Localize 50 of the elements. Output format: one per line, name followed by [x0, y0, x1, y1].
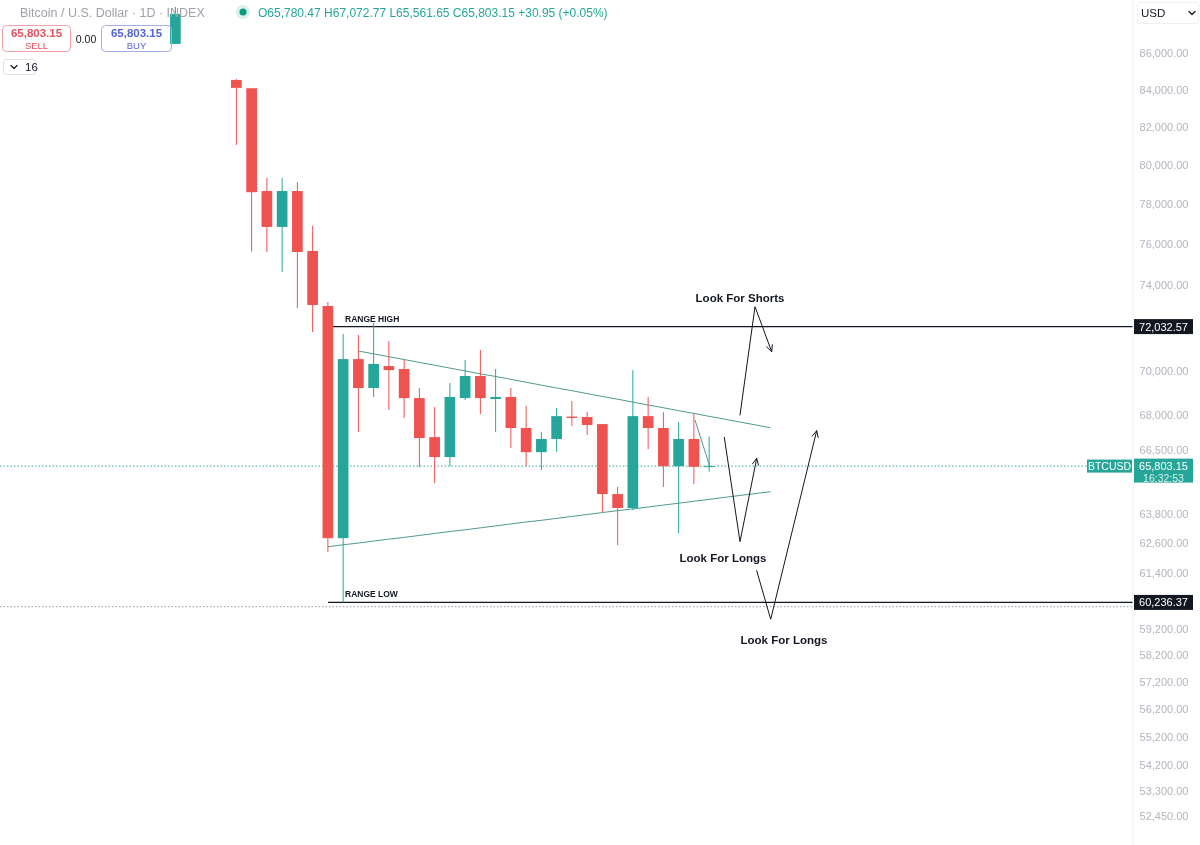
text: 16:32:53: [1143, 472, 1185, 484]
candlestick: [231, 78, 242, 146]
y-tick-label: 84,000.00: [1139, 83, 1189, 96]
line-series: [357, 350, 771, 429]
annotation: SELL: [24, 40, 49, 51]
y-tick-label: 57,200.00: [1139, 676, 1189, 689]
annotation: Look For Longs: [679, 552, 767, 564]
y-tick-label: 76,000.00: [1139, 237, 1189, 250]
y-tick-label: 63,800.00: [1139, 507, 1189, 520]
y-tick-label: 80,000.00: [1139, 158, 1189, 171]
y-tick-label: 86,000.00: [1139, 47, 1189, 60]
candlestick: [490, 368, 501, 433]
candlestick: [429, 406, 440, 484]
annotation: BUY: [126, 40, 147, 51]
y-tick-label: 68,000.00: [1139, 409, 1189, 422]
y-tick-label: 58,200.00: [1139, 649, 1189, 662]
y-tick-label: 56,200.00: [1139, 703, 1189, 716]
y-tick-label: 55,200.00: [1139, 731, 1189, 744]
annotation: Look For Shorts: [695, 292, 785, 304]
y-tick-label: 66,500.00: [1139, 443, 1189, 456]
y-tick-label: 53,300.00: [1139, 785, 1189, 798]
y-tick-label: 61,400.00: [1139, 566, 1189, 579]
candlestick: [475, 349, 486, 415]
candlestick: [581, 411, 593, 436]
annotation: 16: [25, 61, 38, 73]
text: USD: [1141, 7, 1166, 19]
y-tick-label: 72,032.57: [1139, 320, 1188, 333]
ref-line-label: RANGE HIGH: [345, 313, 400, 324]
y-tick-label: 74,000.00: [1139, 279, 1189, 292]
y-tick-label: 62,600.00: [1139, 537, 1189, 550]
annotation: 0.00: [75, 33, 97, 45]
candlestick: [612, 486, 623, 546]
y-tick-label: 59,200.00: [1139, 623, 1189, 636]
candlestick: [459, 359, 471, 401]
y-tick-label: 65,803.15: [1139, 460, 1188, 473]
candlestick: [551, 407, 562, 453]
y-tick-label: 82,000.00: [1139, 120, 1189, 133]
ref-line-label: RANGE LOW: [345, 589, 399, 600]
y-tick-label: 52,450.00: [1139, 809, 1189, 822]
candlestick: [383, 340, 395, 411]
y-tick-label: 70,000.00: [1139, 364, 1189, 377]
annotation: Look For Longs: [740, 634, 828, 646]
y-tick-label: 78,000.00: [1139, 197, 1189, 210]
y-tick-label: 54,200.00: [1139, 759, 1189, 772]
line-series: [327, 491, 771, 548]
candlestick: [642, 396, 654, 450]
annotation: 65,803.15: [110, 27, 163, 39]
y-tick-label: 60,236.37: [1139, 596, 1188, 609]
annotation: 65,803.15: [10, 27, 63, 39]
annotation: O65,780.47 H67,072.77 L65,561.65 C65,803.15 +30.95 (+0.05%): [258, 6, 608, 20]
